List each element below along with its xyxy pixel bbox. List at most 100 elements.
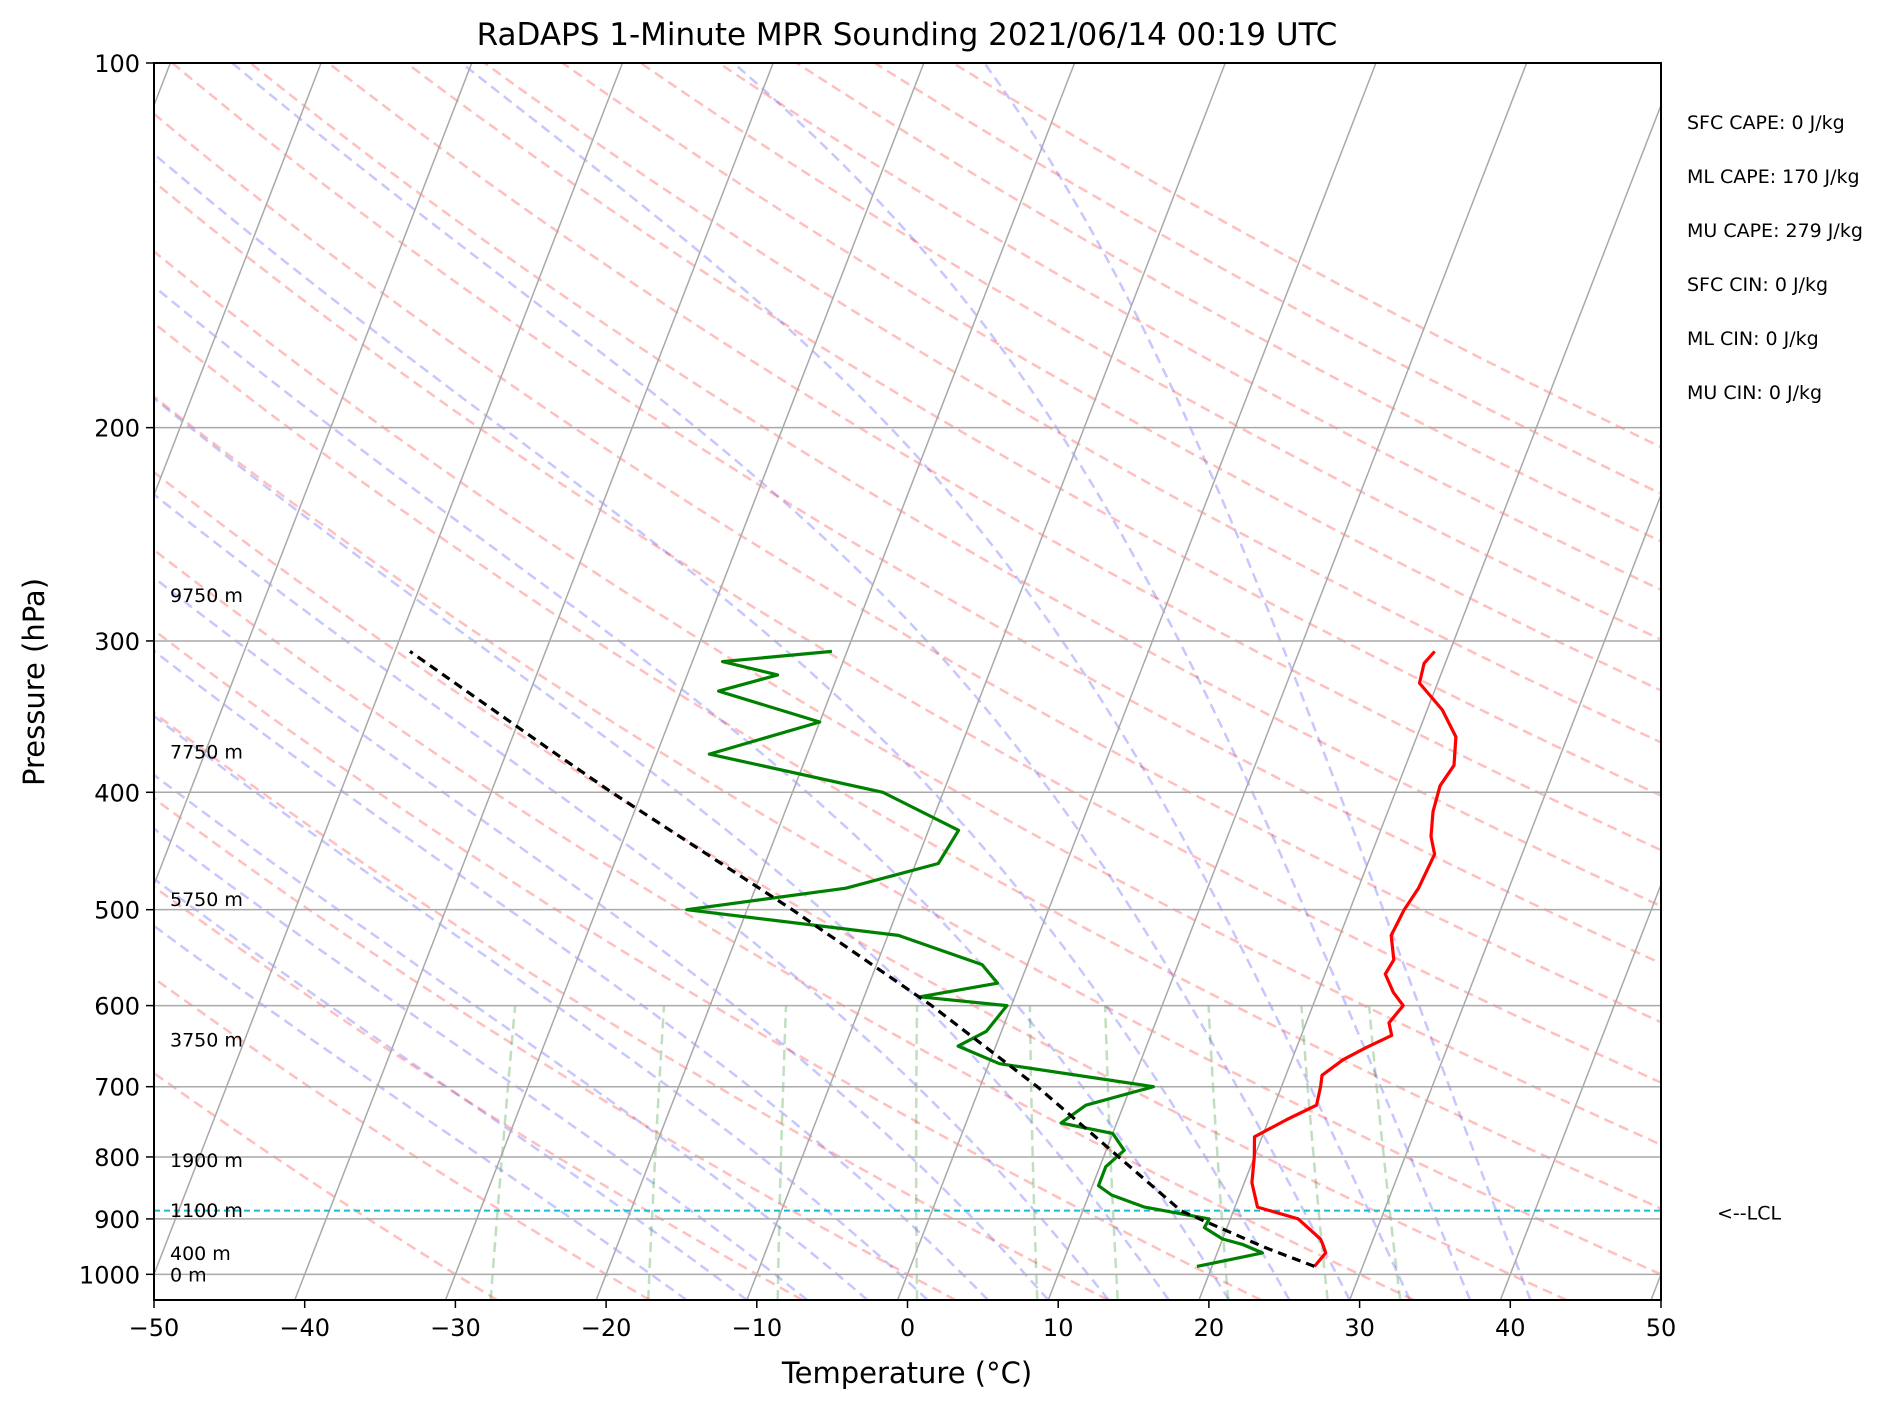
- x-tick-label: 40: [1495, 1314, 1526, 1342]
- dry-adiabat: [171, 63, 1661, 965]
- mixing-ratio-line: [646, 1005, 666, 1300]
- x-tick-label: 20: [1194, 1314, 1225, 1342]
- isotherm-line: [1499, 882, 1661, 1300]
- y-tick-label: 600: [94, 993, 140, 1021]
- lcl-label: <--LCL: [1717, 1203, 1781, 1225]
- x-tick-label: −20: [581, 1314, 632, 1342]
- x-axis-ticks: −50 −40 −30 −20 −10 0 10 20 30 40 50: [129, 1300, 1677, 1342]
- dry-adiabat: [154, 1071, 498, 1300]
- x-tick-label: 10: [1043, 1314, 1074, 1342]
- y-tick-label: 700: [94, 1074, 140, 1102]
- height-label: 0 m: [170, 1264, 207, 1286]
- dry-adiabat: [154, 976, 651, 1300]
- y-tick-label: 500: [94, 897, 140, 925]
- sounding-series: [409, 649, 1458, 1268]
- parameter-text: MU CIN: 0 J/kg: [1687, 382, 1822, 404]
- mixing-ratio-line: [776, 1005, 788, 1300]
- parameter-text: ML CIN: 0 J/kg: [1687, 328, 1819, 350]
- moist-adiabat: [154, 773, 869, 1300]
- y-tick-label: 400: [94, 779, 140, 807]
- moist-adiabat: [154, 396, 1170, 1300]
- y-tick-label: 800: [94, 1144, 140, 1172]
- y-axis-ticks: 100 200 300 400 500 600 700 800 900 1000: [79, 50, 154, 1289]
- isotherm-line: [444, 63, 925, 1300]
- dry-adiabat: [154, 180, 1661, 1084]
- x-tick-label: −40: [279, 1314, 330, 1342]
- isotherms: [154, 63, 1661, 1300]
- moist-adiabats: [154, 63, 1532, 1300]
- x-tick-label: 0: [900, 1314, 915, 1342]
- parameter-text: ML CAPE: 170 J/kg: [1687, 166, 1860, 188]
- parameter-text: SFC CAPE: 0 J/kg: [1687, 112, 1845, 134]
- dry-adiabat: [154, 796, 956, 1300]
- isotherm-line: [595, 63, 1076, 1300]
- plot-area: [154, 63, 1661, 1300]
- height-label: 5750 m: [170, 889, 243, 911]
- height-label: 3750 m: [170, 1030, 243, 1052]
- y-tick-label: 200: [94, 415, 140, 443]
- dry-adiabats: [154, 63, 1661, 1300]
- dewpoint-line: [685, 649, 1264, 1268]
- dry-adiabat: [154, 249, 1661, 1147]
- mixing-ratio-line: [1207, 1005, 1230, 1300]
- moist-adiabat: [154, 714, 929, 1300]
- dry-adiabat: [952, 63, 1661, 449]
- parameter-text: SFC CIN: 0 J/kg: [1687, 274, 1828, 296]
- moist-adiabat: [154, 576, 1050, 1300]
- isotherm-line: [154, 63, 624, 1277]
- y-tick-label: 900: [94, 1206, 140, 1234]
- isotherm-line: [294, 63, 774, 1300]
- dry-adiabat: [249, 63, 1661, 908]
- stability-parameters: SFC CAPE: 0 J/kg ML CAPE: 170 J/kg MU CAPE…: [1687, 112, 1863, 404]
- dry-adiabat: [483, 63, 1661, 744]
- height-label: 1100 m: [170, 1200, 243, 1222]
- y-tick-label: 300: [94, 628, 140, 656]
- temperature-line: [1250, 650, 1458, 1268]
- moist-adiabat: [154, 492, 1110, 1300]
- y-tick-label: 1000: [79, 1261, 140, 1289]
- chart-title: RaDAPS 1-Minute MPR Sounding 2021/06/14 …: [477, 17, 1338, 53]
- moist-adiabat: [732, 63, 1472, 1300]
- height-label: 1900 m: [170, 1150, 243, 1172]
- mixing-ratio-line: [1300, 1005, 1329, 1300]
- mixing-ratio-line: [1103, 1005, 1119, 1300]
- x-tick-label: −50: [129, 1314, 180, 1342]
- x-tick-label: 50: [1646, 1314, 1677, 1342]
- height-label: 9750 m: [170, 585, 243, 607]
- y-tick-label: 100: [94, 50, 140, 78]
- y-axis-label: Pressure (hPa): [17, 578, 51, 786]
- height-labels: 9750 m 7750 m 5750 m 3750 m 1900 m 1100 m 400 …: [170, 585, 243, 1286]
- moist-adiabat: [154, 924, 688, 1300]
- height-label: 400 m: [170, 1243, 231, 1265]
- x-tick-label: −30: [430, 1314, 481, 1342]
- dry-adiabat: [327, 63, 1661, 852]
- dry-adiabat: [405, 63, 1661, 798]
- parcel-line: [409, 650, 1316, 1268]
- moist-adiabat: [231, 63, 1351, 1300]
- dry-adiabat: [154, 548, 1415, 1300]
- dry-adiabat: [561, 63, 1661, 692]
- x-tick-label: −10: [731, 1314, 782, 1342]
- isotherm-line: [896, 63, 1377, 1300]
- isotherm-line: [1348, 492, 1661, 1300]
- isotherm-line: [746, 63, 1226, 1300]
- moist-adiabat: [983, 63, 1532, 1300]
- parameter-text: MU CAPE: 279 J/kg: [1687, 220, 1863, 242]
- x-tick-label: 30: [1344, 1314, 1375, 1342]
- isotherm-line: [1198, 103, 1661, 1300]
- isotherm-line: [154, 63, 322, 498]
- mixing-ratio-lines: [489, 1005, 1402, 1300]
- dry-adiabat: [154, 394, 1661, 1276]
- mixing-ratio-line: [1367, 1005, 1402, 1300]
- moist-adiabat: [154, 152, 1291, 1300]
- dry-adiabat: [154, 470, 1568, 1300]
- isotherm-line: [154, 63, 473, 887]
- dry-adiabat: [154, 885, 804, 1300]
- dry-adiabat: [154, 321, 1661, 1210]
- mixing-ratio-line: [1028, 1005, 1039, 1300]
- x-axis-label: Temperature (°C): [781, 1356, 1032, 1390]
- dry-adiabat: [874, 63, 1661, 496]
- dry-adiabat: [796, 63, 1661, 543]
- height-label: 7750 m: [170, 741, 243, 763]
